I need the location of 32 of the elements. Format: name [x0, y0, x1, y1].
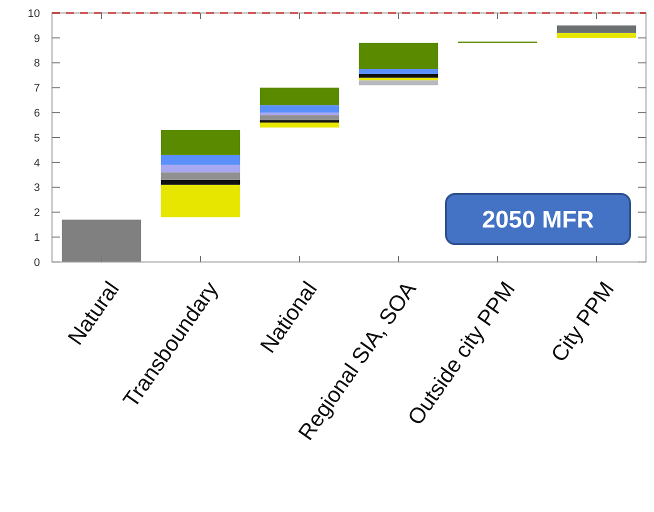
- bar: [160, 184, 240, 218]
- y-tick-label: 3: [34, 182, 40, 194]
- y-tick-label: 1: [34, 232, 40, 244]
- y-tick-label: 6: [34, 107, 40, 120]
- y-tick-label: 8: [34, 58, 40, 70]
- bar: [556, 25, 636, 33]
- bar: [62, 220, 142, 262]
- bar: [358, 69, 438, 74]
- bar: [260, 88, 340, 106]
- annotation: 2050 MFR: [482, 206, 594, 234]
- bar: [160, 130, 240, 155]
- bar: [358, 78, 438, 80]
- bar: [358, 80, 438, 86]
- bar: [358, 42, 438, 70]
- y-tick-label: 0: [34, 256, 40, 269]
- y-tick-label: 10: [28, 8, 40, 20]
- y-tick-label: 7: [34, 82, 40, 95]
- bar: [260, 120, 340, 123]
- bar: [260, 105, 340, 113]
- y-tick-label: 4: [34, 157, 40, 170]
- y-tick-label: 2: [34, 207, 40, 220]
- y-tick-label: 5: [34, 132, 40, 144]
- bar: [260, 112, 340, 116]
- bar: [260, 115, 340, 120]
- bar: [160, 154, 240, 165]
- bar: [358, 74, 438, 78]
- bar: [556, 32, 636, 38]
- bar: [260, 122, 340, 128]
- bar: [160, 172, 240, 180]
- bar: [160, 164, 240, 172]
- y-tick-label: 9: [34, 32, 40, 45]
- bar: [160, 180, 240, 185]
